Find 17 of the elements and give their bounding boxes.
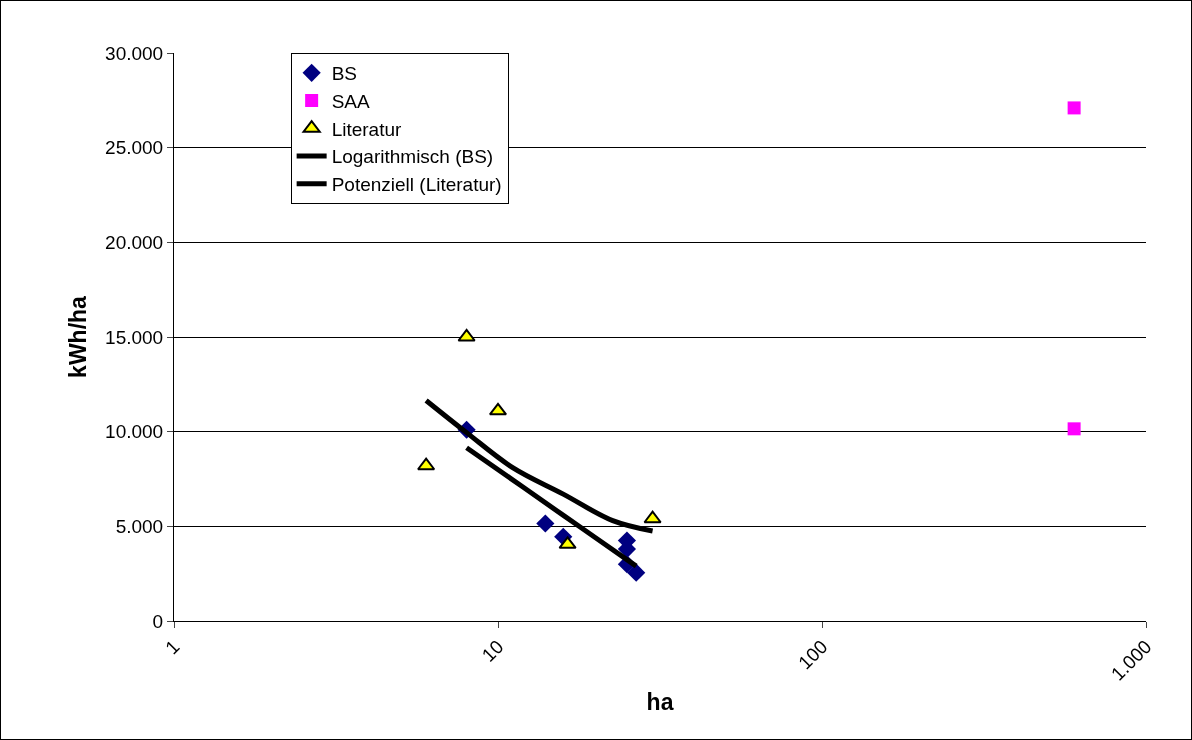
y-tick-label: 30.000 [105, 42, 164, 64]
legend-label: Logarithmisch (BS) [331, 146, 494, 168]
legend-label: Literatur [331, 118, 403, 140]
legend-label: Potenziell (Literatur) [331, 174, 502, 196]
y-tick-label: 15.000 [105, 326, 164, 348]
y-tick-label: 25.000 [105, 137, 164, 159]
y-tick-label: 10.000 [105, 421, 164, 443]
x-axis-title: ha [646, 689, 674, 716]
x-tick-label: 10 [477, 636, 508, 666]
y-tick-label: 5.000 [115, 515, 164, 537]
x-tick-label: 1 [161, 636, 184, 659]
y-tick-label: 20.000 [105, 231, 164, 253]
legend-label: SAA [331, 90, 370, 112]
legend-label: BS [331, 63, 357, 85]
y-axis-title: kWh/ha [64, 295, 91, 378]
y-tick-label: 0 [152, 610, 164, 632]
x-tick-label: 100 [794, 636, 832, 674]
